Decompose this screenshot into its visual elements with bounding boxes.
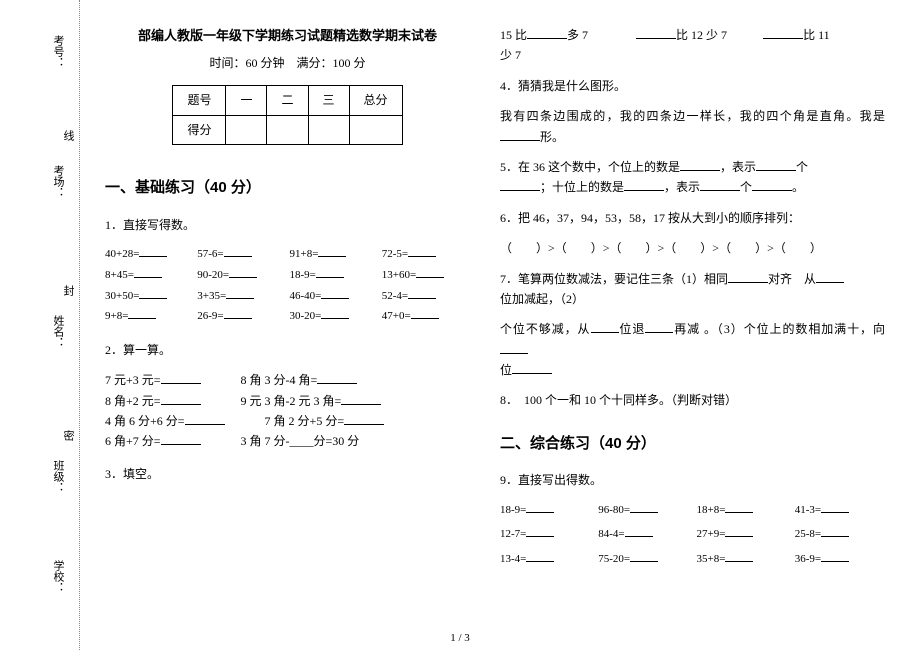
q1-item: 8+45= <box>105 266 193 285</box>
score-h0: 题号 <box>173 86 226 115</box>
score-cell-3 <box>308 115 349 144</box>
q1-item: 9+8= <box>105 307 193 326</box>
score-cell-4 <box>349 115 402 144</box>
column-left: 部编人教版一年级下学期练习试题精选数学期末试卷 时间：60 分钟 满分：100 … <box>90 0 485 650</box>
score-cell-2 <box>267 115 308 144</box>
q9-item: 96-80= <box>598 501 688 520</box>
q1-title: 1．直接写得数。 <box>105 215 470 235</box>
q9-title: 9．直接写出得数。 <box>500 470 885 490</box>
q4-title: 4．猜猜我是什么图形。 <box>500 76 885 96</box>
q9-item: 36-9= <box>795 550 885 569</box>
q3-line: 15 比多 7 比 12 少 7 比 11 少 7 <box>500 25 885 66</box>
page-footer: 1 / 3 <box>450 632 470 644</box>
q3-line-cont: 少 7 <box>500 48 521 62</box>
q1-item: 47+0= <box>382 307 470 326</box>
q9-item: 12-7= <box>500 525 590 544</box>
q2-row: 8 角+2 元=9 元 3 角-2 元 3 角= <box>105 391 470 411</box>
q6-pattern: （ ）>（ ）>（ ）>（ ）>（ ）>（ ） <box>500 238 885 258</box>
q1-item: 72-5= <box>382 245 470 264</box>
cut-mark-secret: 密 <box>60 430 76 441</box>
q2-title: 2．算一算。 <box>105 340 470 360</box>
binding-label-name: 姓名： <box>50 315 66 348</box>
q6-title: 6．把 46，37，94，53，58，17 按从大到小的顺序排列： <box>500 208 885 228</box>
q4-body: 我有四条边围成的，我的四条边一样长，我的四个角是直角。我是形。 <box>500 106 885 147</box>
q9-item: 18-9= <box>500 501 590 520</box>
section2-heading: 二、综合练习（40 分） <box>500 431 885 457</box>
q9-item: 84-4= <box>598 525 688 544</box>
page-content: 部编人教版一年级下学期练习试题精选数学期末试卷 时间：60 分钟 满分：100 … <box>90 0 910 650</box>
score-h3: 三 <box>308 86 349 115</box>
q9-item: 25-8= <box>795 525 885 544</box>
q1-item: 30-20= <box>290 307 378 326</box>
q2-row: 4 角 6 分+6 分=7 角 2 分+5 分= <box>105 411 470 431</box>
q1-item: 46-40= <box>290 287 378 306</box>
q1-item: 40+28= <box>105 245 193 264</box>
q1-item: 13+60= <box>382 266 470 285</box>
score-value-row: 得分 <box>173 115 402 144</box>
q1-item: 18-9= <box>290 266 378 285</box>
q9-item: 13-4= <box>500 550 590 569</box>
q2-lines: 7 元+3 元=8 角 3 分-4 角= 8 角+2 元=9 元 3 角-2 元… <box>105 370 470 452</box>
q1-grid: 40+28= 57-6= 91+8= 72-5= 8+45= 90-20= 18… <box>105 245 470 326</box>
score-table: 题号 一 二 三 总分 得分 <box>172 85 402 145</box>
q2-row: 7 元+3 元=8 角 3 分-4 角= <box>105 370 470 390</box>
q1-item: 90-20= <box>197 266 285 285</box>
score-h4: 总分 <box>349 86 402 115</box>
q7: 7．笔算两位数减法，要记住三条（1）相同对齐 从 位加减起，（2） <box>500 269 885 310</box>
q9-item: 27+9= <box>697 525 787 544</box>
q1-item: 30+50= <box>105 287 193 306</box>
binding-margin: 考号： 线 考场： 封 姓名： 密 班级： 学校： <box>0 0 80 650</box>
exam-title: 部编人教版一年级下学期练习试题精选数学期末试卷 <box>105 25 470 47</box>
q3-title: 3．填空。 <box>105 464 470 484</box>
q1-item: 52-4= <box>382 287 470 306</box>
q2-row: 6 角+7 分=3 角 7 分-____分=30 分 <box>105 431 470 451</box>
q1-item: 26-9= <box>197 307 285 326</box>
score-h2: 二 <box>267 86 308 115</box>
cut-mark-line: 线 <box>60 130 76 141</box>
binding-label-school: 学校： <box>50 560 66 593</box>
q1-item: 57-6= <box>197 245 285 264</box>
binding-label-class: 班级： <box>50 460 66 493</box>
q9-item: 75-20= <box>598 550 688 569</box>
section1-heading: 一、基础练习（40 分） <box>105 175 470 201</box>
q7-cont: 个位不够减，从位退再减 。（3）个位上的数相加满十，向 位 <box>500 319 885 380</box>
q9-item: 41-3= <box>795 501 885 520</box>
q1-item: 3+35= <box>197 287 285 306</box>
cut-mark-seal: 封 <box>60 285 76 296</box>
score-row-label: 得分 <box>173 115 226 144</box>
exam-subtitle: 时间：60 分钟 满分：100 分 <box>105 53 470 73</box>
column-right: 15 比多 7 比 12 少 7 比 11 少 7 4．猜猜我是什么图形。 我有… <box>485 0 900 650</box>
q9-item: 35+8= <box>697 550 787 569</box>
q9-grid: 18-9= 96-80= 18+8= 41-3= 12-7= 84-4= 27+… <box>500 501 885 569</box>
score-header-row: 题号 一 二 三 总分 <box>173 86 402 115</box>
q1-item: 91+8= <box>290 245 378 264</box>
q8: 8． 100 个一和 10 个十同样多。（判断对错） <box>500 390 885 410</box>
score-cell-1 <box>226 115 267 144</box>
q9-item: 18+8= <box>697 501 787 520</box>
binding-label-room: 考场： <box>50 165 66 198</box>
binding-label-examno: 考号： <box>50 35 66 68</box>
q5: 5．在 36 这个数中，个位上的数是，表示个 ；十位上的数是，表示个。 <box>500 157 885 198</box>
score-h1: 一 <box>226 86 267 115</box>
